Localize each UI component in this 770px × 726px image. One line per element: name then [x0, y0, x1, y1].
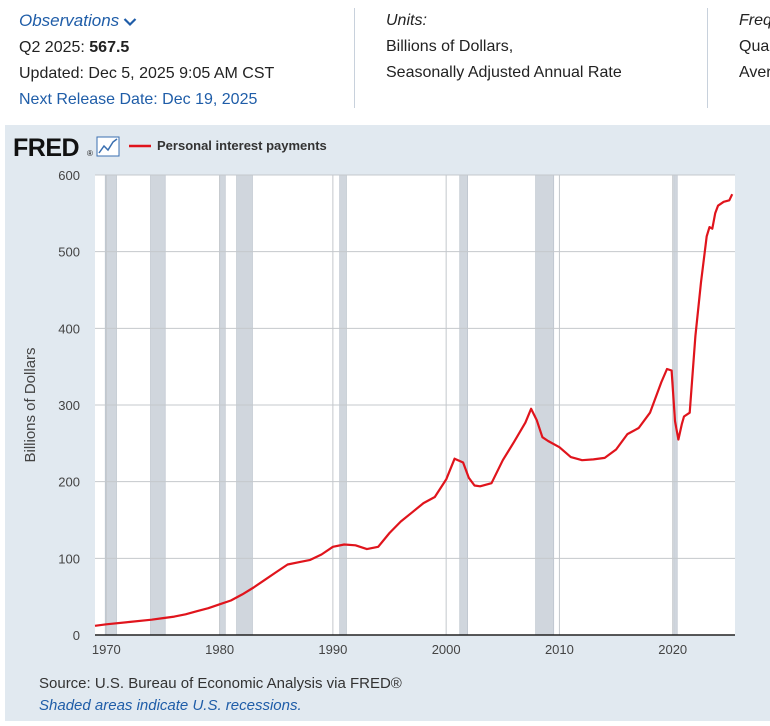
observations-toggle[interactable]: Observations [19, 8, 274, 35]
column-divider [707, 8, 708, 108]
frequency-line-1: Quarterly, [739, 38, 770, 55]
y-tick-label: 500 [58, 245, 80, 260]
obs-value: 567.5 [89, 39, 130, 56]
frequency-column: Frequency: Quarterly, Average [739, 8, 770, 86]
x-tick-label: 2010 [545, 642, 574, 657]
y-tick-label: 0 [73, 628, 80, 643]
chevron-down-icon[interactable] [123, 17, 137, 27]
x-tick-label: 1970 [92, 642, 121, 657]
latest-observation: Q2 2025: 567.5 [19, 35, 274, 61]
y-axis-ticks: 0 100 200 300 400 500 600 [58, 168, 80, 643]
units-heading: Units: [386, 12, 427, 29]
updated-date: Updated: Dec 5, 2025 9:05 AM CST [19, 65, 275, 82]
legend-label: Personal interest payments [157, 138, 327, 153]
y-tick-label: 600 [58, 168, 80, 183]
source-note: Source: U.S. Bureau of Economic Analysis… [39, 675, 402, 692]
recession-note-link[interactable]: Shaded areas indicate U.S. recessions. [39, 697, 302, 714]
column-divider [354, 8, 355, 108]
units-column: Units: Billions of Dollars, Seasonally A… [386, 8, 622, 86]
series-layer [94, 193, 734, 627]
x-tick-label: 2020 [658, 642, 687, 657]
observations-column: Observations Q2 2025: 567.5 Updated: Dec… [19, 8, 274, 113]
frequency-line-2: Average [739, 64, 770, 81]
y-tick-label: 400 [58, 321, 80, 336]
line-graph-icon [96, 136, 120, 157]
y-tick-label: 100 [58, 551, 80, 566]
frequency-heading: Frequency: [739, 12, 770, 29]
series-info-header: Observations Q2 2025: 567.5 Updated: Dec… [0, 0, 770, 118]
chart-container: FRED ® Personal interest payments 0 100 20… [5, 125, 770, 721]
units-line-1: Billions of Dollars, [386, 38, 514, 55]
fred-chart[interactable]: FRED ® Personal interest payments 0 100 20… [5, 125, 770, 721]
x-axis-ticks: 1970 1980 1990 2000 2010 2020 [92, 642, 687, 657]
observations-label[interactable]: Observations [19, 11, 120, 30]
fred-logo-text[interactable]: FRED [13, 134, 80, 162]
y-tick-label: 300 [58, 398, 80, 413]
y-axis-label: Billions of Dollars [22, 347, 39, 462]
x-tick-label: 2000 [432, 642, 461, 657]
y-tick-label: 200 [58, 475, 80, 490]
x-tick-label: 1990 [318, 642, 347, 657]
legend: Personal interest payments [129, 138, 327, 153]
gridlines [95, 174, 735, 635]
series-line[interactable] [94, 193, 734, 627]
fred-logo[interactable]: FRED ® [13, 134, 120, 162]
next-release-link[interactable]: Next Release Date: Dec 19, 2025 [19, 91, 258, 108]
obs-period: Q2 2025: [19, 39, 85, 56]
registered-mark: ® [87, 149, 93, 158]
x-tick-label: 1980 [205, 642, 234, 657]
units-line-2: Seasonally Adjusted Annual Rate [386, 64, 622, 81]
